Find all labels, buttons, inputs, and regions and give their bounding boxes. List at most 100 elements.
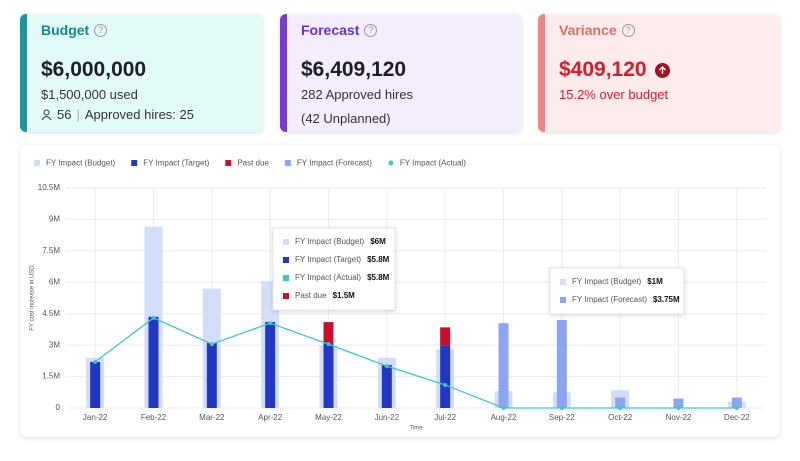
card-line: 282 Approved hires xyxy=(301,87,414,102)
variance-card: Variance? $409,120 15.2% over budget xyxy=(538,14,780,132)
line-point xyxy=(559,406,564,410)
budget-card: Budget? $6,000,000 $1,500,000 used 56 | A… xyxy=(20,14,263,132)
hire-count: 56 xyxy=(57,107,72,122)
card-title: Budget xyxy=(41,22,90,38)
line-point xyxy=(618,406,623,410)
x-tick-label: Dec-22 xyxy=(724,413,750,422)
tooltip-swatch xyxy=(283,275,289,281)
x-tick-label: May-22 xyxy=(315,413,342,422)
y-tick-label: 0 xyxy=(56,403,61,412)
card-title: Variance xyxy=(559,22,617,38)
x-tick-label: Jun-22 xyxy=(375,413,400,422)
bar xyxy=(731,397,742,408)
tooltip-value: $1M xyxy=(647,277,663,286)
y-tick-label: 3M xyxy=(49,340,60,349)
bar xyxy=(206,343,217,408)
x-tick-label: Aug-22 xyxy=(491,413,517,422)
y-tick-label: 4.5M xyxy=(42,309,60,318)
card-line: Approved hires: 25 xyxy=(84,107,194,122)
x-tick-label: Apr-22 xyxy=(258,413,283,422)
legend-label: FY Impact (Forecast) xyxy=(297,159,372,168)
tooltip-value: $5.8M xyxy=(367,273,390,282)
bar xyxy=(90,361,101,408)
line-point xyxy=(209,342,214,347)
x-tick-label: Feb-22 xyxy=(141,413,167,422)
bar xyxy=(381,365,392,408)
up-icon xyxy=(654,62,670,78)
line-point xyxy=(501,406,506,410)
x-tick-label: Oct-22 xyxy=(608,413,633,422)
y-tick-label: 10.5M xyxy=(38,183,61,192)
line-point xyxy=(384,364,389,369)
tooltip-label: Past due xyxy=(295,291,327,300)
tooltip-value: $3.75M xyxy=(653,295,680,304)
y-tick-label: 6M xyxy=(49,277,60,286)
y-axis-label: FY cost increase in USD xyxy=(30,265,36,331)
card-line: $1,500,000 used xyxy=(41,87,138,102)
line-point xyxy=(676,406,681,410)
bar xyxy=(673,398,684,408)
y-tick-label: 9M xyxy=(49,215,60,224)
x-tick-label: Nov-22 xyxy=(666,413,692,422)
tooltip-swatch xyxy=(283,257,289,263)
x-tick-label: Sep-22 xyxy=(549,413,575,422)
legend-swatch xyxy=(131,160,138,166)
tooltip-label: FY Impact (Target) xyxy=(295,255,361,264)
card-row: 56 | Approved hires: 25 xyxy=(41,107,263,122)
help-icon[interactable]: ? xyxy=(94,23,108,37)
card-amount: $6,000,000 xyxy=(41,58,147,81)
tooltip-swatch xyxy=(283,293,289,299)
x-tick-label: Jan-22 xyxy=(83,413,108,422)
tooltip-swatch xyxy=(560,297,566,303)
legend-swatch xyxy=(284,160,291,166)
tooltip-label: FY Impact (Budget) xyxy=(572,277,642,286)
tooltip-value: $6M xyxy=(370,237,386,246)
card-line: 15.2% over budget xyxy=(559,87,669,102)
card-title: Forecast xyxy=(301,22,360,38)
legend-label: FY Impact (Target) xyxy=(143,159,209,168)
divider: | xyxy=(76,107,80,122)
tooltip-box xyxy=(549,267,685,315)
line-point xyxy=(443,382,448,387)
help-icon[interactable]: ? xyxy=(621,23,635,37)
line-point xyxy=(268,321,273,326)
card-amount: $409,120 xyxy=(559,58,647,81)
legend-label: FY Impact (Budget) xyxy=(46,159,116,168)
card-line: (42 Unplanned) xyxy=(301,111,391,126)
line-point xyxy=(151,315,156,320)
tooltip-value: $1.5M xyxy=(333,291,356,300)
y-tick-label: 7.5M xyxy=(42,246,60,255)
bar xyxy=(440,327,451,346)
line-point xyxy=(93,359,98,364)
tooltip-value: $5.8M xyxy=(367,255,390,264)
forecast-card: Forecast? $6,409,120 282 Approved hires … xyxy=(280,14,522,132)
chart-card: FY Impact (Budget) FY Impact (Target) Past… xyxy=(20,145,780,437)
bar xyxy=(323,343,334,408)
y-tick-label: 1.5M xyxy=(42,372,60,381)
person-icon xyxy=(41,109,52,120)
line xyxy=(94,317,737,409)
line-point xyxy=(734,406,739,410)
tooltip: FY Impact (Budget) $6M FY Impact (Target) $… xyxy=(272,227,396,311)
chart: FY Impact (Budget) FY Impact (Target) Past… xyxy=(30,159,766,432)
card-amount: $6,409,120 xyxy=(301,58,407,81)
legend-swatch xyxy=(34,160,40,166)
help-icon[interactable]: ? xyxy=(364,23,378,37)
bar xyxy=(265,322,276,408)
legend-label: FY Impact (Actual) xyxy=(400,159,466,168)
line-point xyxy=(326,342,331,347)
bar xyxy=(498,323,509,408)
bar xyxy=(440,345,451,408)
tooltip-box xyxy=(272,227,396,311)
x-axis-label: Time xyxy=(409,426,423,432)
tooltip-label: FY Impact (Forecast) xyxy=(572,295,647,304)
bar xyxy=(556,320,567,408)
legend-swatch xyxy=(225,160,232,166)
legend-swatch xyxy=(388,160,394,166)
tooltip-label: FY Impact (Actual) xyxy=(295,273,361,282)
tooltip-swatch xyxy=(283,239,289,245)
bar xyxy=(615,397,626,408)
bar xyxy=(323,322,334,344)
